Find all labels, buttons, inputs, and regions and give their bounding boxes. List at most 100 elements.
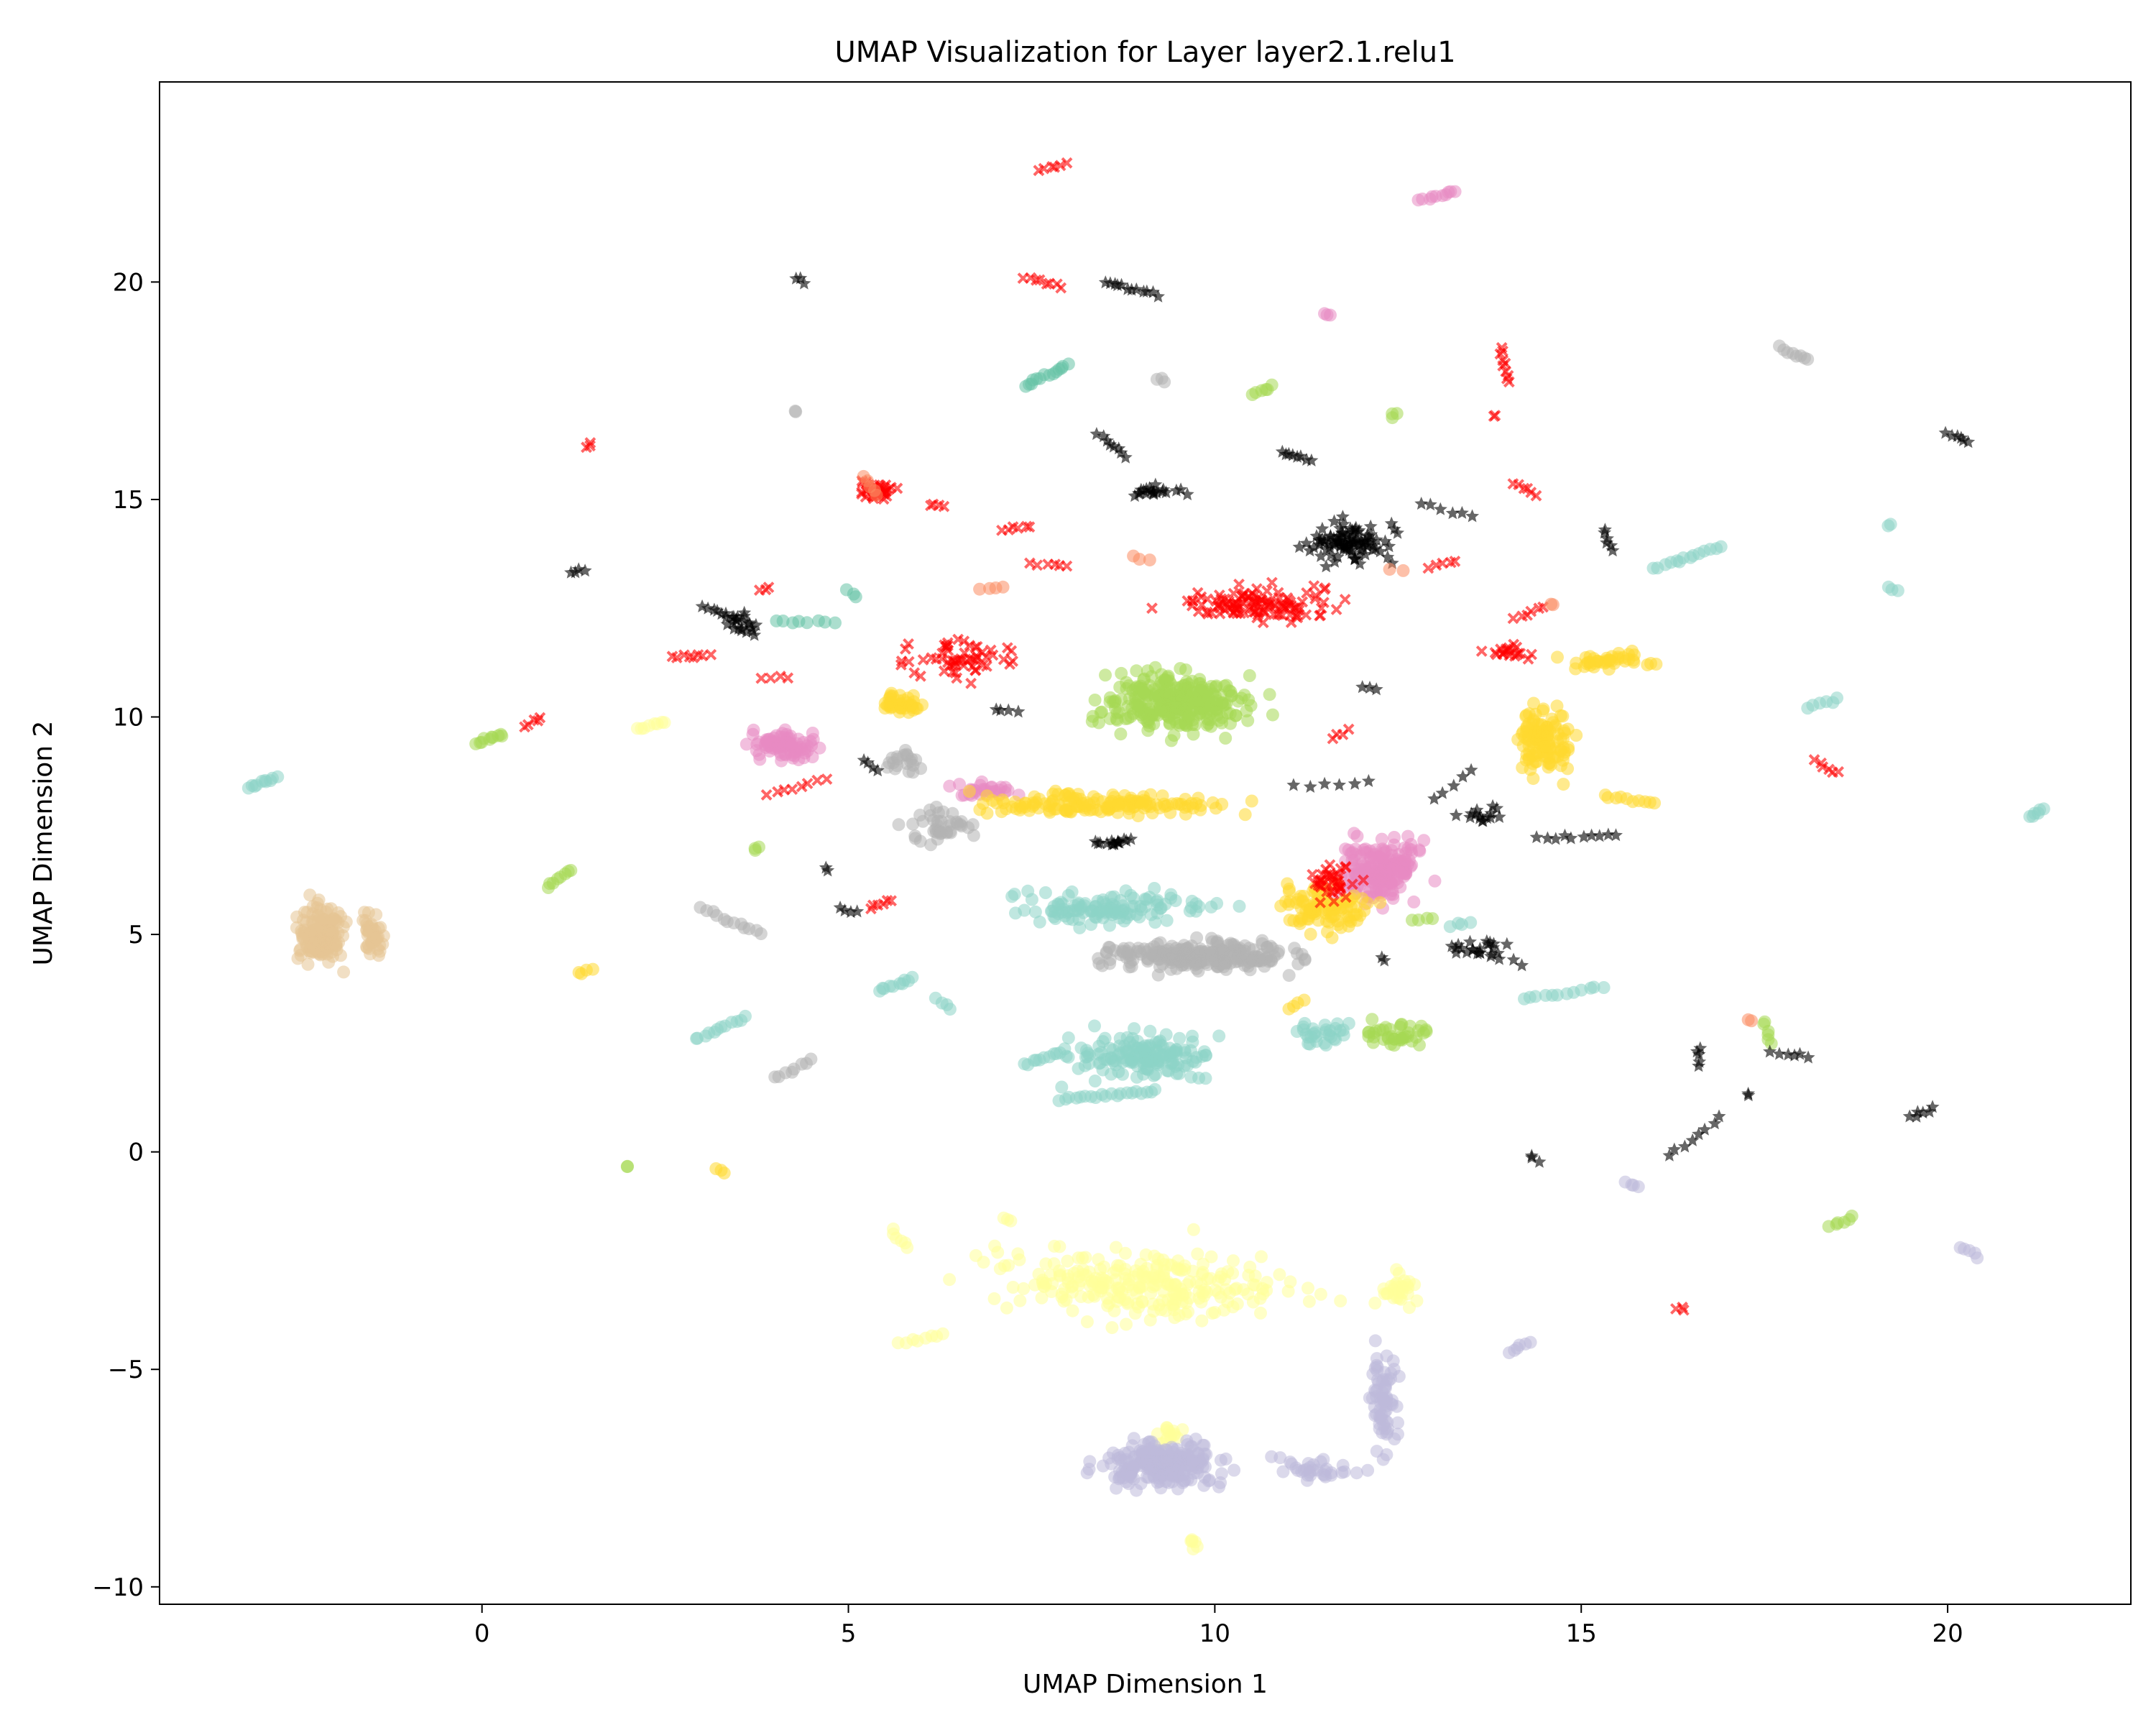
- data-point-yellow_light: [1256, 1287, 1270, 1301]
- data-point-green: [1243, 669, 1256, 682]
- data-point-lavender: [1524, 1335, 1537, 1349]
- data-point-teal: [1143, 1024, 1157, 1038]
- data-point-teal: [1309, 1026, 1322, 1039]
- data-point-black: [1369, 682, 1383, 696]
- data-point-yellow_light: [1111, 1290, 1125, 1304]
- data-point-red: [755, 672, 768, 684]
- data-point-gray: [1190, 931, 1204, 944]
- data-point-gold: [1550, 699, 1564, 713]
- data-point-green: [1229, 709, 1243, 722]
- data-point-yellow_light: [1143, 1313, 1157, 1327]
- data-point-pink: [1339, 842, 1352, 856]
- data-point-green: [1174, 662, 1187, 676]
- data-point-teal: [1173, 1031, 1187, 1045]
- data-point-pink: [747, 723, 760, 737]
- data-point-black: [1961, 435, 1976, 448]
- data-point-yellow_light: [1254, 1306, 1267, 1320]
- data-point-gray: [1263, 939, 1277, 953]
- data-point-teal: [1197, 1045, 1211, 1059]
- data-point-yellow_light: [1066, 1279, 1079, 1292]
- data-point-black: [1332, 778, 1347, 791]
- data-point-yellow_light: [1284, 1275, 1297, 1289]
- data-point-yellow_light: [1000, 1301, 1013, 1315]
- data-point-tan: [361, 929, 374, 942]
- data-point-black: [1303, 543, 1317, 557]
- data-point-pink: [1342, 870, 1356, 883]
- data-point-pink: [785, 737, 798, 750]
- data-point-lavender: [1391, 1416, 1404, 1430]
- data-point-teal: [1119, 884, 1133, 898]
- data-point-seagreen: [1061, 357, 1075, 371]
- data-point-yellow_light: [969, 1248, 982, 1262]
- data-point-lavender: [1096, 1459, 1110, 1473]
- data-point-red: [1271, 609, 1284, 620]
- data-point-black: [1369, 533, 1383, 546]
- data-point-red: [938, 500, 950, 512]
- data-point-red: [1030, 274, 1042, 286]
- data-points: [241, 157, 2050, 1556]
- data-point-gold: [1557, 778, 1570, 791]
- data-point-gold: [906, 704, 920, 717]
- data-point-lavender: [1212, 1480, 1226, 1494]
- data-point-red: [1196, 599, 1208, 611]
- data-point-teal: [1128, 899, 1141, 913]
- data-point-teal: [1166, 1055, 1180, 1069]
- data-point-gold: [1274, 899, 1288, 913]
- data-point-black: [1532, 1154, 1547, 1168]
- data-point-black: [1455, 505, 1469, 519]
- data-point-black: [1358, 535, 1372, 548]
- data-point-teal: [1025, 893, 1038, 906]
- data-point-teal: [943, 1003, 957, 1016]
- data-point-yellow_light: [1302, 1282, 1314, 1295]
- data-point-red: [944, 660, 957, 672]
- data-point-gray: [892, 818, 906, 832]
- data-point-lavender: [1117, 1471, 1130, 1485]
- data-point-red: [1213, 589, 1225, 601]
- data-point-teal: [1587, 980, 1600, 994]
- x-tick-label: 5: [841, 1619, 857, 1648]
- data-point-red: [1061, 157, 1073, 169]
- data-point-black: [1363, 681, 1377, 694]
- data-point-red: [1021, 520, 1033, 533]
- data-point-tan: [296, 932, 310, 946]
- data-point-red: [1061, 560, 1073, 572]
- data-point-yellow_light: [1134, 1258, 1148, 1271]
- x-tick-label: 10: [1199, 1619, 1230, 1648]
- data-point-gray: [1153, 960, 1166, 974]
- data-point-red: [1301, 586, 1313, 599]
- chart-title: UMAP Visualization for Layer layer2.1.re…: [834, 36, 1455, 69]
- data-point-lavender: [1388, 1432, 1401, 1445]
- data-point-red: [1054, 160, 1067, 172]
- data-point-teal: [1074, 900, 1088, 914]
- data-point-black: [1601, 827, 1616, 841]
- data-point-yellow_light: [1006, 1281, 1020, 1294]
- data-point-tan: [316, 912, 330, 926]
- data-point-black: [1345, 546, 1359, 559]
- data-point-green: [1845, 1209, 1858, 1223]
- data-point-salmon: [1383, 563, 1396, 576]
- data-point-tan: [362, 942, 376, 955]
- data-point-yellow_light: [1179, 1307, 1192, 1321]
- data-point-yellow_light: [1085, 1274, 1099, 1288]
- data-point-gold: [1059, 804, 1072, 817]
- data-point-black: [1345, 525, 1360, 539]
- data-point-black: [730, 610, 745, 623]
- data-point-gold: [893, 705, 906, 719]
- data-point-green: [1167, 729, 1181, 742]
- data-point-black: [1337, 540, 1352, 554]
- data-point-teal: [1061, 1031, 1075, 1044]
- data-point-red: [1033, 274, 1046, 286]
- data-point-black: [1355, 541, 1370, 555]
- data-point-red: [1817, 761, 1829, 773]
- data-point-black: [1292, 540, 1307, 553]
- y-tick-label: −5: [108, 1356, 144, 1384]
- data-point-green: [1409, 1031, 1423, 1044]
- data-point-red: [1258, 604, 1269, 617]
- data-point-gray: [1158, 375, 1171, 389]
- data-point-black: [1480, 811, 1494, 824]
- data-point-gold: [1170, 796, 1184, 810]
- data-point-gold: [1087, 790, 1100, 804]
- data-point-green: [1106, 695, 1120, 709]
- data-point-red: [1282, 594, 1294, 606]
- data-point-black: [1464, 806, 1478, 820]
